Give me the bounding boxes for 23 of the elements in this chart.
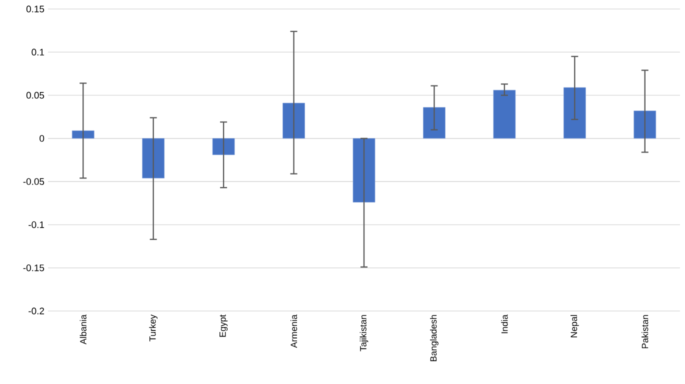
y-tick-label: -0.15 [23,264,44,272]
x-tick-label: India [501,314,508,334]
bar [72,130,94,139]
y-tick-label: -0.1 [28,221,44,228]
y-tick-label: -0.05 [23,178,44,185]
bar [493,90,516,139]
y-tick-label: 0.1 [32,48,44,56]
x-tick-label: Bangladesh [430,315,438,362]
y-tick-label: 0 [40,135,44,142]
x-tick-label: Nepal [570,315,579,338]
x-tick-label: Turkey [149,314,158,342]
x-tick-label: Tajikistan [360,315,368,352]
bar [634,110,656,139]
x-tick-label: Egypt [220,314,228,337]
y-tick-label: -0.2 [28,308,44,314]
bar [142,138,165,178]
y-tick-label: 0.05 [26,92,44,99]
x-tick-label: Pakistan [642,315,648,348]
bar [282,102,305,139]
x-tick-label: Albania [80,314,86,344]
bar [212,138,235,156]
y-tick-label: 0.15 [26,6,44,12]
x-tick-label: Armenia [290,314,298,348]
